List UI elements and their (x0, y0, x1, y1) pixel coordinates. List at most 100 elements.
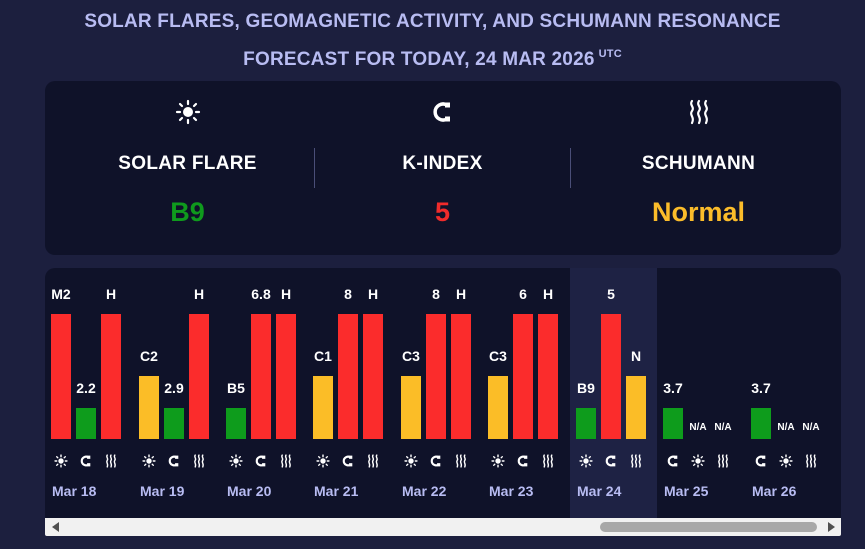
sun-icon (578, 454, 594, 468)
summary-divider (570, 148, 571, 188)
summary-solar-flare: SOLAR FLARE B9 (60, 81, 315, 255)
horizontal-scrollbar[interactable] (45, 518, 841, 536)
waves-icon (715, 454, 731, 468)
schumann-bar-label: N (630, 348, 642, 364)
forecast-day-date: Mar 21 (314, 483, 359, 499)
title-line-1: SOLAR FLARES, GEOMAGNETIC ACTIVITY, AND … (84, 11, 781, 32)
solar-bar (139, 376, 159, 439)
kindex-bar (751, 408, 771, 439)
forecast-day: C1 8 H Mar 21 (307, 268, 394, 518)
forecast-day: B9 5 N Mar 24 (570, 268, 657, 518)
kindex-bar (663, 408, 683, 439)
kindex-bar-label: 5 (607, 286, 615, 302)
schumann-bar (451, 314, 471, 439)
title-utc: UTC (598, 48, 622, 60)
kindex-bar-label: 8 (344, 286, 352, 302)
waves-icon (453, 454, 469, 468)
solar-bar-label: N/A (689, 422, 707, 433)
summary-panel: SOLAR FLARE B9 K-INDEX 5 SCHUMANN Normal (45, 81, 841, 255)
summary-k-index: K-INDEX 5 (315, 81, 570, 255)
solar-bar (313, 376, 333, 439)
summary-label: SOLAR FLARE (118, 153, 257, 174)
sun-icon (228, 454, 244, 468)
forecast-day-date: Mar 26 (752, 483, 797, 499)
forecast-day: 3.7 N/A N/A Mar 26 (745, 268, 832, 518)
kindex-bar-label: 6.8 (251, 286, 271, 302)
schumann-bar (276, 314, 296, 439)
magnet-icon (166, 454, 182, 468)
summary-value: Normal (651, 197, 746, 227)
forecast-day: B5 6.8 H Mar 20 (220, 268, 307, 518)
waves-icon (103, 454, 119, 468)
waves-icon (540, 454, 556, 468)
forecast-day-date: Mar 19 (140, 483, 185, 499)
solar-bar-label: C3 (489, 348, 507, 364)
summary-label: K-INDEX (402, 153, 483, 174)
solar-bar (401, 376, 421, 439)
kindex-bar (338, 314, 358, 439)
summary-divider (314, 148, 315, 188)
magnet-icon (253, 454, 269, 468)
magnet-icon (340, 454, 356, 468)
kindex-bar-label: 3.7 (663, 380, 683, 396)
kindex-bar-label: 2.2 (76, 380, 96, 396)
schumann-bar (626, 376, 646, 439)
waves-icon (628, 454, 644, 468)
scrollbar-thumb[interactable] (600, 522, 817, 532)
forecast-day-date: Mar 23 (489, 483, 534, 499)
solar-bar (226, 408, 246, 439)
magnet-icon (515, 454, 531, 468)
solar-bar-label: M2 (51, 286, 71, 302)
solar-bar (488, 376, 508, 439)
sun-icon (53, 454, 69, 468)
magnet-icon (315, 99, 570, 125)
kindex-bar (76, 408, 96, 439)
schumann-bar (363, 314, 383, 439)
schumann-bar-label: N/A (714, 422, 732, 433)
forecast-strip[interactable]: M2 2.2 H Mar 18 C2 2.9 H Mar 19 B5 6.8 H Mar 20 C1 8 H… (45, 268, 841, 518)
solar-bar-label: C2 (140, 348, 158, 364)
waves-icon (571, 99, 826, 125)
sun-icon (490, 454, 506, 468)
schumann-bar-label: N/A (802, 422, 820, 433)
summary-value: 5 (434, 197, 451, 227)
forecast-day: C2 2.9 H Mar 19 (133, 268, 220, 518)
scroll-left-icon[interactable] (52, 522, 59, 532)
solar-bar-label: N/A (777, 422, 795, 433)
schumann-bar-label: H (193, 286, 205, 302)
scroll-right-icon[interactable] (828, 522, 835, 532)
schumann-bar (189, 314, 209, 439)
sun-icon (60, 99, 315, 125)
sun-icon (778, 454, 794, 468)
schumann-bar-label: H (455, 286, 467, 302)
schumann-bar-label: H (280, 286, 292, 302)
solar-bar (576, 408, 596, 439)
magnet-icon (753, 454, 769, 468)
schumann-bar-label: H (542, 286, 554, 302)
forecast-day: 3.7 N/A N/A Mar 25 (657, 268, 744, 518)
waves-icon (278, 454, 294, 468)
solar-bar-label: B9 (577, 380, 595, 396)
page-title: SOLAR FLARES, GEOMAGNETIC ACTIVITY, AND … (0, 6, 865, 76)
solar-bar-label: C3 (402, 348, 420, 364)
kindex-bar-label: 2.9 (164, 380, 184, 396)
magnet-icon (665, 454, 681, 468)
kindex-bar (601, 314, 621, 439)
sun-icon (141, 454, 157, 468)
forecast-day-date: Mar 22 (402, 483, 447, 499)
kindex-bar-label: 8 (432, 286, 440, 302)
schumann-bar-label: H (367, 286, 379, 302)
forecast-day: M2 2.2 H Mar 18 (45, 268, 132, 518)
solar-bar-label: B5 (227, 380, 245, 396)
magnet-icon (603, 454, 619, 468)
sun-icon (690, 454, 706, 468)
forecast-day-date: Mar 20 (227, 483, 272, 499)
title-line-2: FORECAST FOR TODAY, 24 MAR 2026 UTC (0, 38, 865, 76)
schumann-bar (101, 314, 121, 439)
kindex-bar (513, 314, 533, 439)
summary-label: SCHUMANN (641, 153, 756, 174)
solar-bar-label: C1 (314, 348, 332, 364)
forecast-day: C3 8 H Mar 22 (395, 268, 482, 518)
kindex-bar (426, 314, 446, 439)
summary-value: B9 (170, 197, 205, 227)
